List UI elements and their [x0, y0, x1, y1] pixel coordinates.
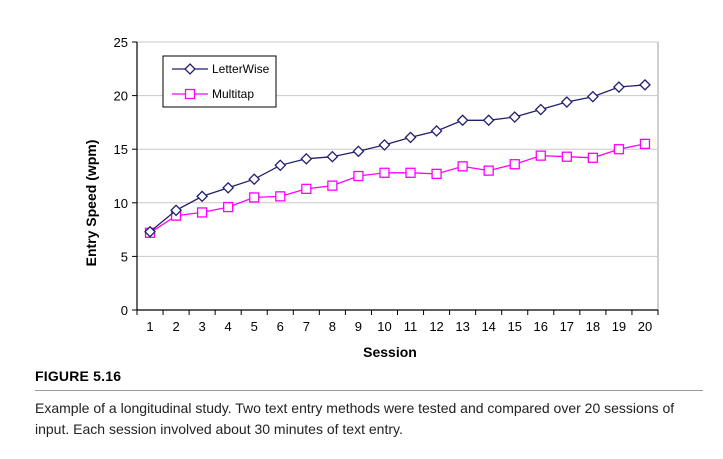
data-point-letterwise [274, 159, 287, 172]
series [144, 78, 651, 238]
data-point-letterwise [613, 81, 625, 93]
data-point-letterwise [326, 150, 339, 163]
x-tick-label: 20 [638, 319, 652, 334]
x-tick-label: 9 [355, 319, 362, 334]
x-tick-label: 6 [277, 319, 284, 334]
data-point-multitap [379, 167, 390, 178]
x-tick-label: 4 [225, 319, 232, 334]
data-point-letterwise [508, 111, 521, 123]
data-point-letterwise [430, 125, 443, 137]
data-point-letterwise [586, 90, 599, 103]
data-point-multitap [405, 167, 416, 178]
data-point-multitap [509, 159, 520, 170]
y-tick-label: 20 [114, 89, 128, 104]
x-tick-label: 14 [481, 319, 495, 334]
x-tick-label: 5 [251, 319, 258, 334]
data-point-multitap [613, 144, 625, 155]
data-point-letterwise [378, 138, 391, 151]
y-tick-label: 10 [114, 196, 128, 211]
figure-label: FIGURE 5.16 [35, 368, 122, 384]
legend-box [162, 55, 277, 108]
x-tick-label: 17 [560, 319, 574, 334]
x-tick-label: 13 [455, 319, 469, 334]
data-point-multitap [483, 165, 494, 176]
data-point-multitap [639, 138, 651, 149]
legend-marker-multitap [184, 88, 196, 100]
data-point-multitap [223, 201, 234, 213]
data-point-letterwise [352, 145, 365, 158]
data-point-multitap [561, 151, 572, 162]
x-tick-label: 3 [199, 319, 206, 334]
x-tick-label: 11 [404, 319, 418, 334]
data-point-multitap [457, 161, 468, 172]
data-point-letterwise [456, 114, 469, 127]
data-point-multitap [587, 152, 599, 163]
data-point-multitap [353, 170, 364, 182]
x-tick-label: 16 [534, 319, 548, 334]
y-tick-label: 0 [121, 303, 128, 318]
data-point-multitap [249, 192, 260, 203]
x-tick-label: 10 [377, 319, 391, 334]
data-point-letterwise [404, 131, 417, 144]
data-point-letterwise [300, 152, 313, 165]
data-point-multitap [431, 168, 442, 180]
x-tick-label: 18 [586, 319, 600, 334]
x-axis-title: Session [363, 344, 417, 360]
data-point-multitap [275, 191, 286, 202]
figure-caption: Example of a longitudinal study. Two tex… [35, 400, 675, 437]
data-point-letterwise [534, 103, 547, 116]
data-point-letterwise [170, 204, 182, 217]
x-tick-label: 19 [612, 319, 626, 334]
data-point-letterwise [482, 114, 495, 127]
data-point-letterwise [560, 96, 573, 108]
legend-label-multitap: Multitap [212, 87, 254, 101]
x-tick-label: 1 [146, 319, 153, 334]
data-point-multitap [327, 180, 338, 191]
data-point-multitap [196, 207, 208, 218]
x-tick-label: 8 [329, 319, 336, 334]
data-point-multitap [301, 183, 312, 195]
x-tick-label: 2 [172, 319, 179, 334]
data-point-letterwise [222, 181, 235, 194]
legend-marker-letterwise [184, 63, 196, 75]
y-tick-label: 15 [114, 142, 128, 157]
data-point-letterwise [144, 225, 156, 238]
data-point-letterwise [196, 190, 209, 203]
data-point-letterwise [639, 78, 651, 91]
y-tick-label: 25 [114, 35, 128, 50]
x-tick-label: 12 [429, 319, 443, 334]
x-tick-label: 7 [303, 319, 310, 334]
caption-divider [35, 390, 703, 391]
legend-label-letterwise: LetterWise [212, 62, 270, 76]
data-point-letterwise [248, 173, 261, 186]
y-tick-label: 5 [121, 249, 128, 264]
y-axis-title: Entry Speed (wpm) [83, 140, 99, 267]
legend: LetterWise Multitap [162, 55, 277, 108]
data-point-multitap [535, 150, 546, 161]
x-tick-label: 15 [507, 319, 521, 334]
